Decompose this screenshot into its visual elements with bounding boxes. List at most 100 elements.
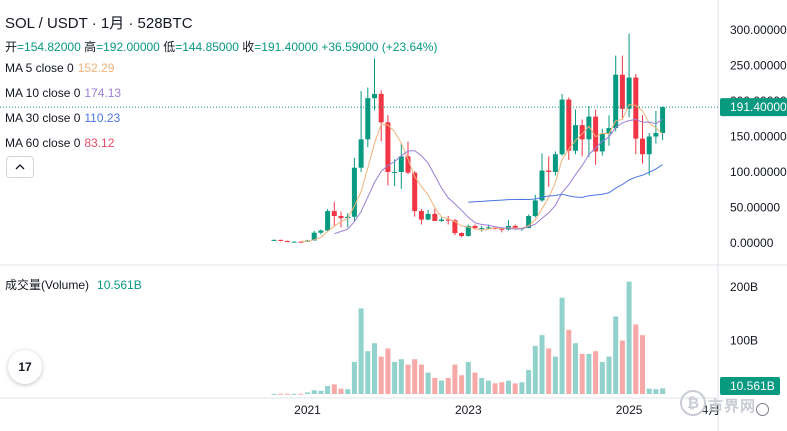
close-label: 收 xyxy=(242,40,255,54)
candle-body xyxy=(586,116,592,140)
candle-body xyxy=(539,170,545,201)
candle-body xyxy=(425,213,431,220)
tradingview-logo[interactable]: 17 xyxy=(8,350,42,384)
volume-bar xyxy=(613,316,619,394)
watermark-bitcoin-icon: ₿ xyxy=(680,390,706,416)
volume-bar xyxy=(526,369,532,394)
last-price-badge xyxy=(720,98,787,117)
ma5-line xyxy=(300,103,663,242)
candle-body xyxy=(606,127,612,134)
candle-body xyxy=(599,133,605,152)
candle-body xyxy=(626,77,632,109)
volume-bar xyxy=(358,308,364,394)
candle-body xyxy=(552,154,558,172)
volume-bar xyxy=(579,353,585,394)
candle-body xyxy=(499,228,505,230)
candle-body xyxy=(465,225,471,236)
ma10-value: 174.13 xyxy=(84,86,122,100)
volume-bar xyxy=(418,364,424,394)
candle-body xyxy=(398,156,404,172)
chevron-up-icon xyxy=(15,164,25,170)
candle-body xyxy=(325,211,331,231)
candle-body xyxy=(459,233,465,236)
volume-bar xyxy=(432,377,438,394)
volume-bar xyxy=(365,351,371,394)
ma60-legend[interactable]: MA 60 close 0 83.12 xyxy=(5,136,114,150)
candle-body xyxy=(559,99,565,155)
volume-bar xyxy=(284,393,290,395)
price-tick-label: 50.00000 xyxy=(730,201,780,215)
time-tick-label: 2025 xyxy=(616,403,643,417)
candle-body xyxy=(311,232,317,241)
candle-body xyxy=(405,156,411,173)
ma30-value: 110.23 xyxy=(84,111,121,125)
volume-bar xyxy=(278,393,284,395)
candle-body xyxy=(532,200,538,217)
candle-body xyxy=(633,77,639,139)
candle-body xyxy=(546,170,552,172)
ma30-legend[interactable]: MA 30 close 0 110.23 xyxy=(5,111,120,125)
ma10-line xyxy=(334,118,663,235)
volume-bar xyxy=(573,343,578,394)
volume-bar xyxy=(325,385,331,394)
volume-bar xyxy=(351,361,357,394)
volume-bar xyxy=(378,356,384,394)
candle-body xyxy=(646,136,652,155)
candle-body xyxy=(485,227,491,229)
volume-bar xyxy=(646,388,652,394)
open-value: =154.82000 xyxy=(17,40,81,54)
volume-bar xyxy=(385,348,391,394)
candle-body xyxy=(619,74,625,109)
ma10-legend[interactable]: MA 10 close 0 174.13 xyxy=(5,86,121,100)
volume-bar xyxy=(318,390,324,394)
volume-bar xyxy=(425,372,431,394)
candle-body xyxy=(613,74,619,128)
candle-body xyxy=(358,139,364,168)
volume-bar xyxy=(599,361,605,394)
candle-body xyxy=(439,219,444,221)
open-label: 开 xyxy=(5,40,18,54)
candle-body xyxy=(298,241,304,243)
price-tick-label: 100.00000 xyxy=(730,165,787,179)
volume-bar xyxy=(633,324,639,394)
volume-bar xyxy=(619,340,625,394)
volume-value: 10.561B xyxy=(97,278,142,292)
volume-bar xyxy=(566,329,572,394)
settings-gear-icon[interactable] xyxy=(756,403,769,416)
candle-body xyxy=(418,211,424,220)
last-volume-badge xyxy=(720,377,780,395)
axes: 300.00000250.00000200.00000150.00000100.… xyxy=(0,23,787,417)
volume-bar xyxy=(452,364,458,394)
candle-body xyxy=(372,93,377,99)
ma5-legend[interactable]: MA 5 close 0 152.29 xyxy=(5,61,114,75)
candle-body xyxy=(378,93,384,123)
volume-bar xyxy=(305,392,310,394)
candle-body xyxy=(526,216,532,229)
volume-bar xyxy=(472,372,478,394)
volume-legend[interactable]: 成交量(Volume) 10.561B xyxy=(5,276,142,293)
candle-body xyxy=(593,116,599,152)
price-tick-label: 0.00000 xyxy=(730,236,774,250)
volume-label: 成交量(Volume) xyxy=(5,278,90,292)
close-value: =191.40000 xyxy=(254,40,319,54)
volume-bar xyxy=(626,281,632,394)
volume-bar xyxy=(519,382,525,394)
volume-bar xyxy=(539,335,545,394)
volume-bar xyxy=(559,297,565,394)
volume-bar xyxy=(412,359,418,394)
price-tick-label: 150.00000 xyxy=(730,130,787,144)
volume-bar xyxy=(392,361,398,394)
volume-bar xyxy=(331,384,337,394)
ma10-label: MA 10 close 0 xyxy=(5,86,81,100)
collapse-legend-button[interactable] xyxy=(6,156,34,178)
volume-bar xyxy=(459,375,465,394)
candle-body xyxy=(318,230,324,233)
volume-bar xyxy=(492,383,498,394)
time-tick-label: 2023 xyxy=(455,403,482,417)
last-price-label: 191.40000 xyxy=(730,100,787,114)
high-value: =192.00000 xyxy=(96,40,160,54)
time-tick-label: 4月 xyxy=(702,403,721,417)
candle-body xyxy=(385,122,391,172)
